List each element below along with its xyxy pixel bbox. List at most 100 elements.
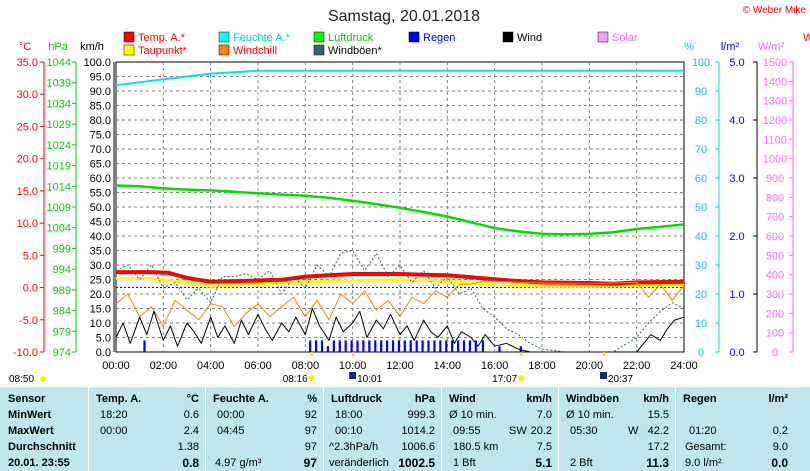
solar-tick-label: 1300 — [763, 96, 787, 108]
wind-tick-label: 45.0 — [90, 217, 111, 229]
pressure-tick-label: 984 — [53, 306, 71, 318]
rain-current-value: 0.0 — [771, 456, 788, 470]
solar-tick-label: 400 — [766, 270, 784, 282]
temp-current-value: 0.8 — [182, 456, 199, 470]
rain-bar — [143, 340, 146, 352]
temp-unit-label: °C — [19, 41, 31, 53]
x-tick-label: 04:00 — [197, 360, 225, 372]
gust-max-time: 05:30 — [570, 425, 598, 437]
pressure-tick-label: 979 — [53, 326, 71, 338]
x-tick-label: 12:00 — [386, 360, 414, 372]
wind-tick-label: 25.0 — [90, 275, 111, 287]
solar-tick-label: 800 — [766, 192, 784, 204]
rain-tick-label: 3.0 — [729, 173, 744, 185]
series-line-windchill — [115, 280, 685, 327]
temp-tick-label: -10.0 — [13, 347, 38, 359]
moon-icon — [349, 372, 357, 379]
gust-unit: km/h — [643, 393, 669, 405]
row-max-label: MaxWert — [8, 425, 54, 437]
wind-tick-label: 60.0 — [90, 173, 111, 185]
legend-swatch — [123, 31, 135, 43]
humidity-tick-label: 80 — [695, 115, 707, 127]
legend-label: Windchill — [233, 45, 277, 57]
sun-icon — [518, 375, 525, 381]
solar-tick-label: 200 — [766, 308, 784, 320]
solar-tick-label: 700 — [766, 212, 784, 224]
wind-tick-label: 5.0 — [96, 333, 111, 345]
wind-tick-label: 85.0 — [90, 101, 111, 113]
temp-header: Temp. A. — [96, 393, 142, 405]
pressure-max-value: 1014.2 — [401, 425, 435, 437]
wind-tick-label: 0.0 — [96, 347, 111, 359]
rain-bar — [356, 340, 359, 352]
gust-header: Windböen — [566, 393, 620, 405]
series-layer — [115, 69, 685, 353]
rain-bar — [481, 340, 485, 352]
sun-icon — [40, 376, 46, 382]
temp-tick-label: 0.0 — [23, 283, 38, 295]
rain-total-label: Gesamt: — [685, 441, 727, 453]
legend-label: Wind — [517, 32, 542, 44]
pressure-unit: hPa — [414, 393, 435, 405]
gust-current-value: 11.3 — [646, 456, 669, 470]
legend-label: Feuchte A.* — [233, 32, 291, 44]
gust-avg10-label: Ø 10 min. — [566, 409, 614, 421]
temp-unit: °C — [186, 393, 199, 405]
rain-bar — [519, 346, 522, 352]
solar-tick-label: 100 — [766, 328, 784, 340]
chart-title: Samstag, 20.01.2018 — [328, 8, 480, 25]
legend-label: Solar — [612, 32, 638, 44]
rain-bar — [332, 340, 335, 352]
wind-unit-label: km/h — [80, 41, 104, 53]
temp-tick-label: 20.0 — [17, 154, 38, 166]
solar-tick-label: 1500 — [763, 57, 787, 69]
wind-tick-label: 20.0 — [90, 289, 111, 301]
pressure-tick-label: 1004 — [47, 223, 71, 235]
rain-total-value: 9.0 — [772, 441, 788, 453]
wind-tick-label: 70.0 — [90, 144, 111, 156]
gust-column: Windböen km/h Ø 10 min. 15.5 05:30 W 42.… — [558, 387, 676, 471]
pressure-avg-value: 1006.6 — [401, 441, 435, 453]
pressure-max-time: 00:10 — [335, 425, 363, 437]
humidity-avg-value: 97 — [304, 441, 317, 453]
rain-bar — [380, 340, 383, 352]
x-tick-label: 08:00 — [292, 360, 320, 372]
humidity-unit-label: % — [684, 41, 694, 53]
humidity-tick-label: 100 — [692, 57, 710, 69]
moon-event-label: 10:01 — [357, 374, 382, 385]
humidity-current-value: 97 — [303, 456, 317, 470]
solar-tick-label: 500 — [766, 250, 784, 262]
wind-tick-label: 40.0 — [90, 231, 111, 243]
rain-bar — [439, 340, 442, 352]
rain-bar — [314, 340, 318, 352]
pressure-min-time: 18:00 — [335, 409, 363, 421]
humidity-tick-label: 70 — [695, 144, 707, 156]
pressure-forecast: veränderlich — [329, 457, 389, 469]
wind-tick-label: 35.0 — [90, 246, 111, 258]
wind-max-value: 20.2 — [530, 425, 552, 437]
rain-bar — [468, 340, 472, 352]
wind-unit: km/h — [526, 393, 552, 405]
temp-tick-label: 25.0 — [17, 121, 38, 133]
temp-tick-label: 10.0 — [17, 218, 38, 230]
pressure-column: Luftdruck hPa 18:00 999.3 00:10 1014.2 ^… — [323, 387, 442, 471]
x-tick-label: 02:00 — [150, 360, 178, 372]
rain-bar — [409, 340, 412, 352]
legend-swatch — [313, 44, 325, 56]
pressure-tick-label: 974 — [53, 347, 71, 359]
wind-avg10-value: 7.0 — [536, 409, 552, 421]
wind-tick-label: 15.0 — [90, 304, 111, 316]
wind-tick-label: 55.0 — [90, 188, 111, 200]
rain-bar — [462, 340, 466, 352]
legend-swatch — [313, 31, 325, 43]
grid — [116, 62, 684, 352]
legend-swatch — [597, 31, 609, 43]
humidity-unit: % — [307, 393, 317, 405]
sensor-header: Sensor — [8, 393, 46, 405]
humidity-tick-label: 10 — [695, 318, 707, 330]
row-avg-label: Durchschnitt — [8, 441, 76, 453]
rain-bar — [309, 340, 312, 352]
temp-avg-value: 1.38 — [177, 441, 199, 453]
rain-bar — [427, 340, 430, 352]
row-min-label: MinWert — [8, 409, 52, 421]
